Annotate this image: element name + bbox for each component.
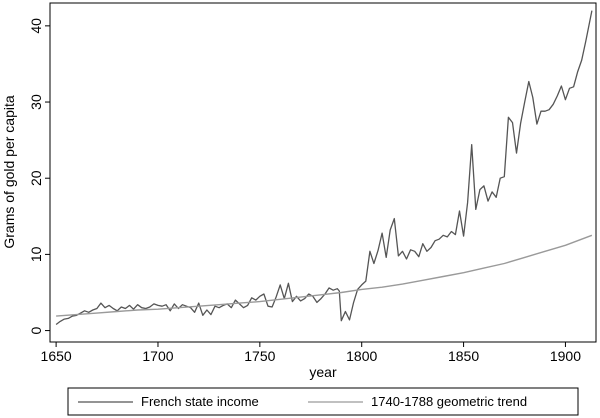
plot-frame [49,2,597,343]
legend-box [67,387,579,416]
y-tick-label: 10 [28,246,44,262]
x-tick-label: 1750 [244,348,275,364]
series-layer [55,10,593,326]
x-tick-label: 1800 [346,348,377,364]
y-axis-title: Grams of gold per capita [1,95,17,249]
series-line-french-state-income [55,10,593,326]
x-tick-label: 1850 [448,348,479,364]
y-tick-label: 30 [28,94,44,110]
x-axis-title: year [309,364,337,380]
legend-label-french-state-income: French state income [141,394,259,409]
x-tick-label: 1700 [142,348,173,364]
y-tick-label: 20 [28,170,44,186]
series-line-1740-1788-geometric-trend [56,234,593,317]
y-tick-label: 0 [28,326,44,334]
y-axis-ticks: 0 10 20 30 40 [28,18,50,334]
legend-label-geometric-trend: 1740-1788 geometric trend [371,394,527,409]
x-tick-label: 1650 [41,348,72,364]
x-axis-ticks: 1650 1700 1750 1800 1850 1900 [41,342,581,364]
y-tick-label: 40 [28,18,44,34]
legend: French state income 1740-1788 geometric … [67,387,579,416]
x-tick-label: 1900 [550,348,581,364]
